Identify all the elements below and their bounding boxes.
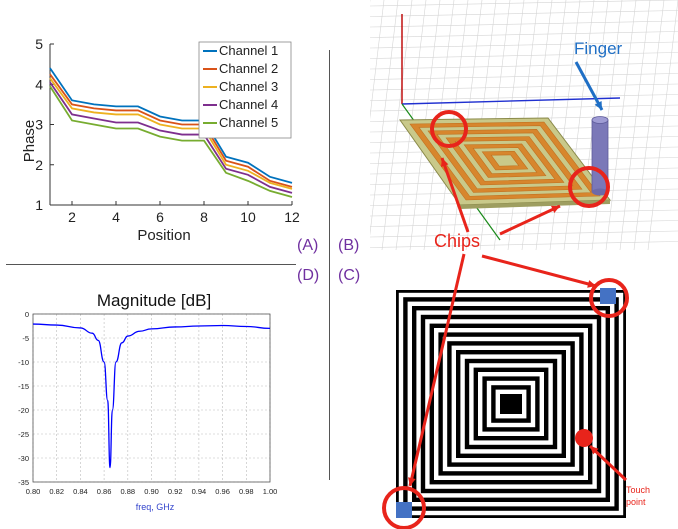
spiral-gap — [495, 389, 527, 419]
spiral-gap — [451, 345, 571, 463]
spiral-gap — [416, 310, 606, 498]
magnitude-x-tick-label: 0.82 — [49, 487, 64, 496]
phase-y-axis-label: Phase — [21, 120, 38, 163]
spiral-gap — [407, 301, 615, 507]
phase-series-line — [49, 81, 293, 194]
magnitude-y-tick-label: -5 — [22, 334, 29, 343]
horizontal-divider — [6, 264, 296, 265]
spiral-gap — [434, 327, 589, 481]
phase-x-tick-label: 10 — [240, 209, 256, 225]
magnitude-y-tick-label: -15 — [18, 382, 29, 391]
chip-circle-right — [568, 166, 610, 208]
spiral-gap — [442, 336, 580, 472]
phase-series-line — [49, 85, 293, 198]
phase-y-tick-label: 3 — [35, 117, 43, 133]
phase-series-line — [49, 67, 293, 184]
magnitude-x-tick-label: 0.86 — [97, 487, 112, 496]
phase-series-line — [49, 73, 293, 188]
phase-y-tick-label: 1 — [35, 197, 43, 213]
phase-y-tick-label: 5 — [35, 36, 43, 52]
magnitude-x-tick-label: 0.80 — [26, 487, 41, 496]
spiral-gap — [477, 371, 544, 436]
magnitude-x-tick-label: 0.94 — [192, 487, 207, 496]
magnitude-x-tick-label: 1.00 — [263, 487, 278, 496]
magnitude-x-tick-label: 0.84 — [73, 487, 88, 496]
arrow-head — [594, 101, 602, 110]
chip-circle-top-right — [589, 278, 629, 318]
spiral-gap — [398, 292, 624, 516]
magnitude-y-tick-label: -20 — [18, 406, 29, 415]
annotation-arrow — [499, 204, 561, 236]
magnitude-x-tick-label: 0.90 — [144, 487, 159, 496]
finger-model — [591, 116, 609, 196]
spiral-gap — [486, 380, 536, 428]
spiral-coil — [409, 121, 601, 201]
substrate-edge — [460, 200, 610, 209]
magnitude-x-axis-label: freq, GHz — [136, 502, 175, 512]
legend-entry: Channel 2 — [219, 61, 278, 76]
annotation-arrow — [588, 444, 628, 482]
phase-x-axis-label: Position — [137, 227, 190, 244]
magnitude-title: Magnitude [dB] — [97, 291, 211, 310]
spiral-coil-top-view — [382, 253, 629, 529]
phase-x-tick-label: 12 — [284, 209, 300, 225]
touch-point-label: Touch point — [626, 485, 651, 507]
magnitude-y-tick-label: -30 — [18, 454, 29, 463]
legend-entry: Channel 1 — [219, 43, 278, 58]
phase-y-tick-label: 2 — [35, 157, 43, 173]
spiral-gap — [425, 319, 597, 489]
magnitude-x-tick-label: 0.98 — [239, 487, 254, 496]
annotation-arrow — [408, 253, 466, 487]
touch-point-marker — [575, 429, 593, 447]
phase-x-tick-label: 6 — [156, 209, 164, 225]
panel-label-d: (D) — [297, 267, 320, 284]
arrow-head — [408, 477, 416, 486]
annotation-arrow — [481, 254, 597, 288]
legend-entry: Channel 4 — [219, 97, 278, 112]
panel-label-b: (B) — [338, 237, 360, 254]
magnitude-y-tick-label: 0 — [25, 310, 29, 319]
magnitude-chart: Magnitude [dB] 0.80 0.82 0.84 0.86 0.88 0.90 0… — [18, 291, 278, 512]
model-x-axis — [401, 97, 621, 105]
phase-x-tick-label: 2 — [68, 209, 76, 225]
magnitude-y-tick-label: -35 — [18, 478, 29, 487]
magnitude-plot-area — [32, 313, 271, 483]
magnitude-x-tick-label: 0.92 — [168, 487, 183, 496]
magnitude-x-tick-label: 0.96 — [215, 487, 230, 496]
magnitude-series-line — [32, 323, 271, 469]
arrow-head — [590, 446, 599, 455]
spiral-gap — [460, 354, 562, 454]
chip-square-bottom-left — [396, 502, 412, 518]
chip-square-top-right — [600, 288, 616, 304]
legend-entry: Channel 5 — [219, 115, 278, 130]
vertical-divider — [329, 50, 330, 480]
legend-entry: Channel 3 — [219, 79, 278, 94]
chips-label: Chips — [434, 231, 481, 251]
chip-circle-bottom-left — [382, 486, 426, 529]
simulation-model-3d: Finger — [370, 0, 678, 250]
magnitude-x-tick-label: 0.88 — [120, 487, 135, 496]
panel-label-c: (C) — [338, 267, 361, 284]
magnitude-y-tick-label: -10 — [18, 358, 29, 367]
finger-label: Finger — [574, 39, 623, 58]
chip-circle-upper-left — [430, 110, 468, 148]
arrow-head — [551, 205, 560, 213]
arrow-head — [440, 158, 449, 167]
phase-x-tick-label: 8 — [200, 209, 208, 225]
phase-series-line — [49, 77, 293, 190]
annotation-arrow — [440, 157, 470, 233]
phase-y-tick-label: 4 — [35, 76, 43, 92]
phase-x-tick-label: 4 — [112, 209, 120, 225]
spiral-gap — [469, 363, 553, 445]
phase-legend: Channel 1 Channel 2 Channel 3 Channel 4 Chan… — [198, 41, 292, 139]
magnitude-y-tick-label: -25 — [18, 430, 29, 439]
panel-label-a: (A) — [297, 237, 319, 254]
arrow-head — [587, 280, 596, 288]
annotation-arrow — [574, 61, 604, 111]
